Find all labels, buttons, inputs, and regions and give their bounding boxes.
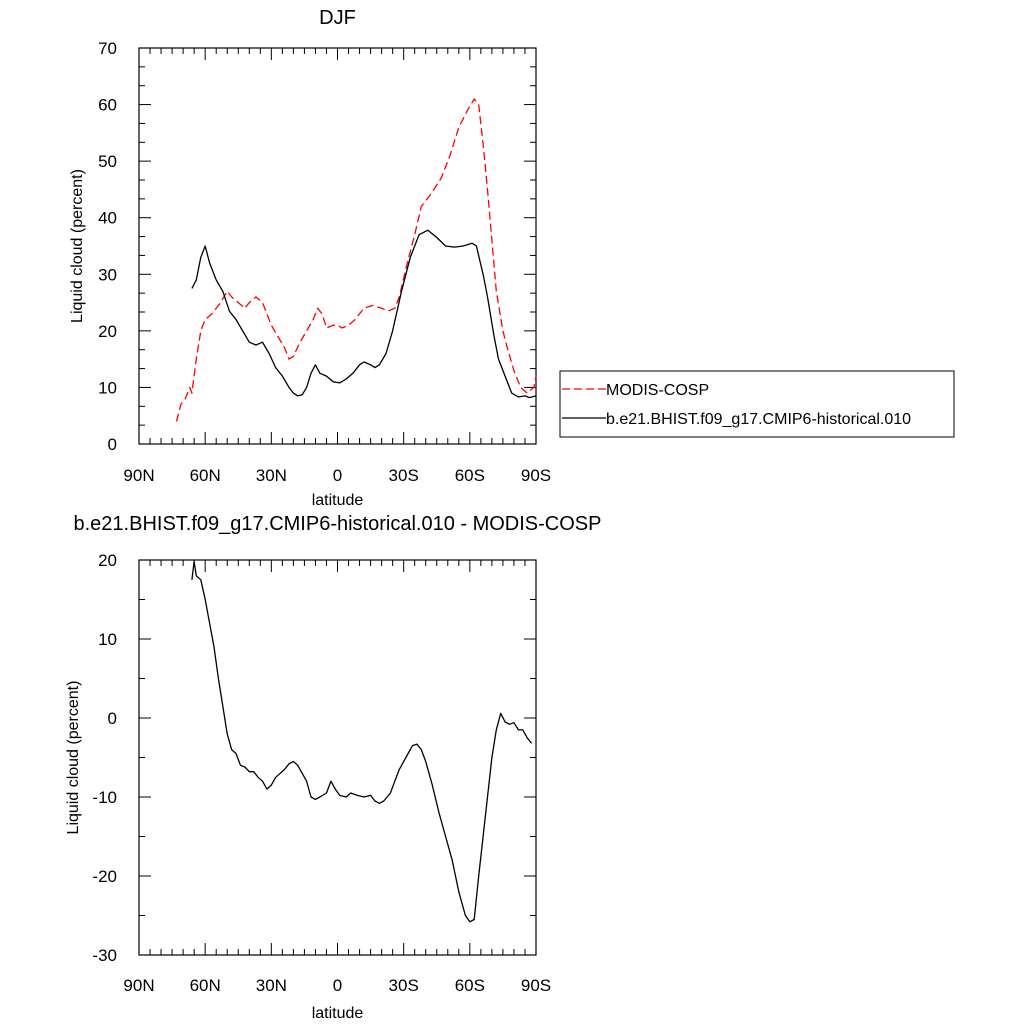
x-tick-label: 90S [521, 466, 551, 485]
x-tick-label: 30N [256, 976, 287, 995]
x-tick-label: 30N [256, 466, 287, 485]
y-tick-label: -20 [92, 867, 117, 886]
y-tick-label: 50 [98, 152, 117, 171]
y-tick-label: -30 [92, 946, 117, 965]
x-tick-label: 0 [333, 466, 342, 485]
legend-box [559, 370, 955, 438]
y-tick-label: 60 [98, 96, 117, 115]
y-tick-label: 20 [98, 551, 117, 570]
x-tick-label: 30S [389, 976, 419, 995]
x-tick-label: 60S [455, 466, 485, 485]
y-tick-label: 30 [98, 265, 117, 284]
y-tick-label: -10 [92, 788, 117, 807]
series-line-difference [191, 560, 533, 923]
x-tick-label: 60N [190, 976, 221, 995]
y-tick-label: 0 [108, 709, 117, 728]
x-tick-label: 30S [389, 466, 419, 485]
chart-title: DJF [319, 7, 356, 29]
x-tick-label: 90N [123, 976, 154, 995]
y-tick-label: 10 [98, 378, 117, 397]
chart-difference: b.e21.BHIST.f09_g17.CMIP6-historical.010… [65, 513, 602, 1022]
legend-entry-label: b.e21.BHIST.f09_g17.CMIP6-historical.010 [606, 411, 911, 428]
y-tick-label: 10 [98, 630, 117, 649]
series-line-model [191, 229, 537, 399]
y-axis-label: Liquid cloud (percent) [65, 681, 82, 835]
legend-entry-label: MODIS-COSP [606, 382, 709, 399]
y-tick-label: 70 [98, 39, 117, 58]
x-tick-label: 60N [190, 466, 221, 485]
chart-djf: DJF 0 10 20 30 40 50 60 70 90N 60N 30N 0 30S 60S 90S lat… [69, 7, 955, 509]
x-tick-label: 90N [123, 466, 154, 485]
x-axis-label: latitude [312, 492, 364, 509]
y-tick-label: 40 [98, 209, 117, 228]
series-line-modis-cosp [175, 98, 537, 422]
x-axis-label: latitude [312, 1005, 364, 1022]
y-axis-label: Liquid cloud (percent) [69, 169, 86, 323]
x-tick-label: 90S [521, 976, 551, 995]
chart-title: b.e21.BHIST.f09_g17.CMIP6-historical.010… [74, 513, 602, 535]
x-tick-label: 60S [455, 976, 485, 995]
y-tick-label: 20 [98, 322, 117, 341]
x-tick-label: 0 [333, 976, 342, 995]
y-tick-label: 0 [108, 435, 117, 454]
